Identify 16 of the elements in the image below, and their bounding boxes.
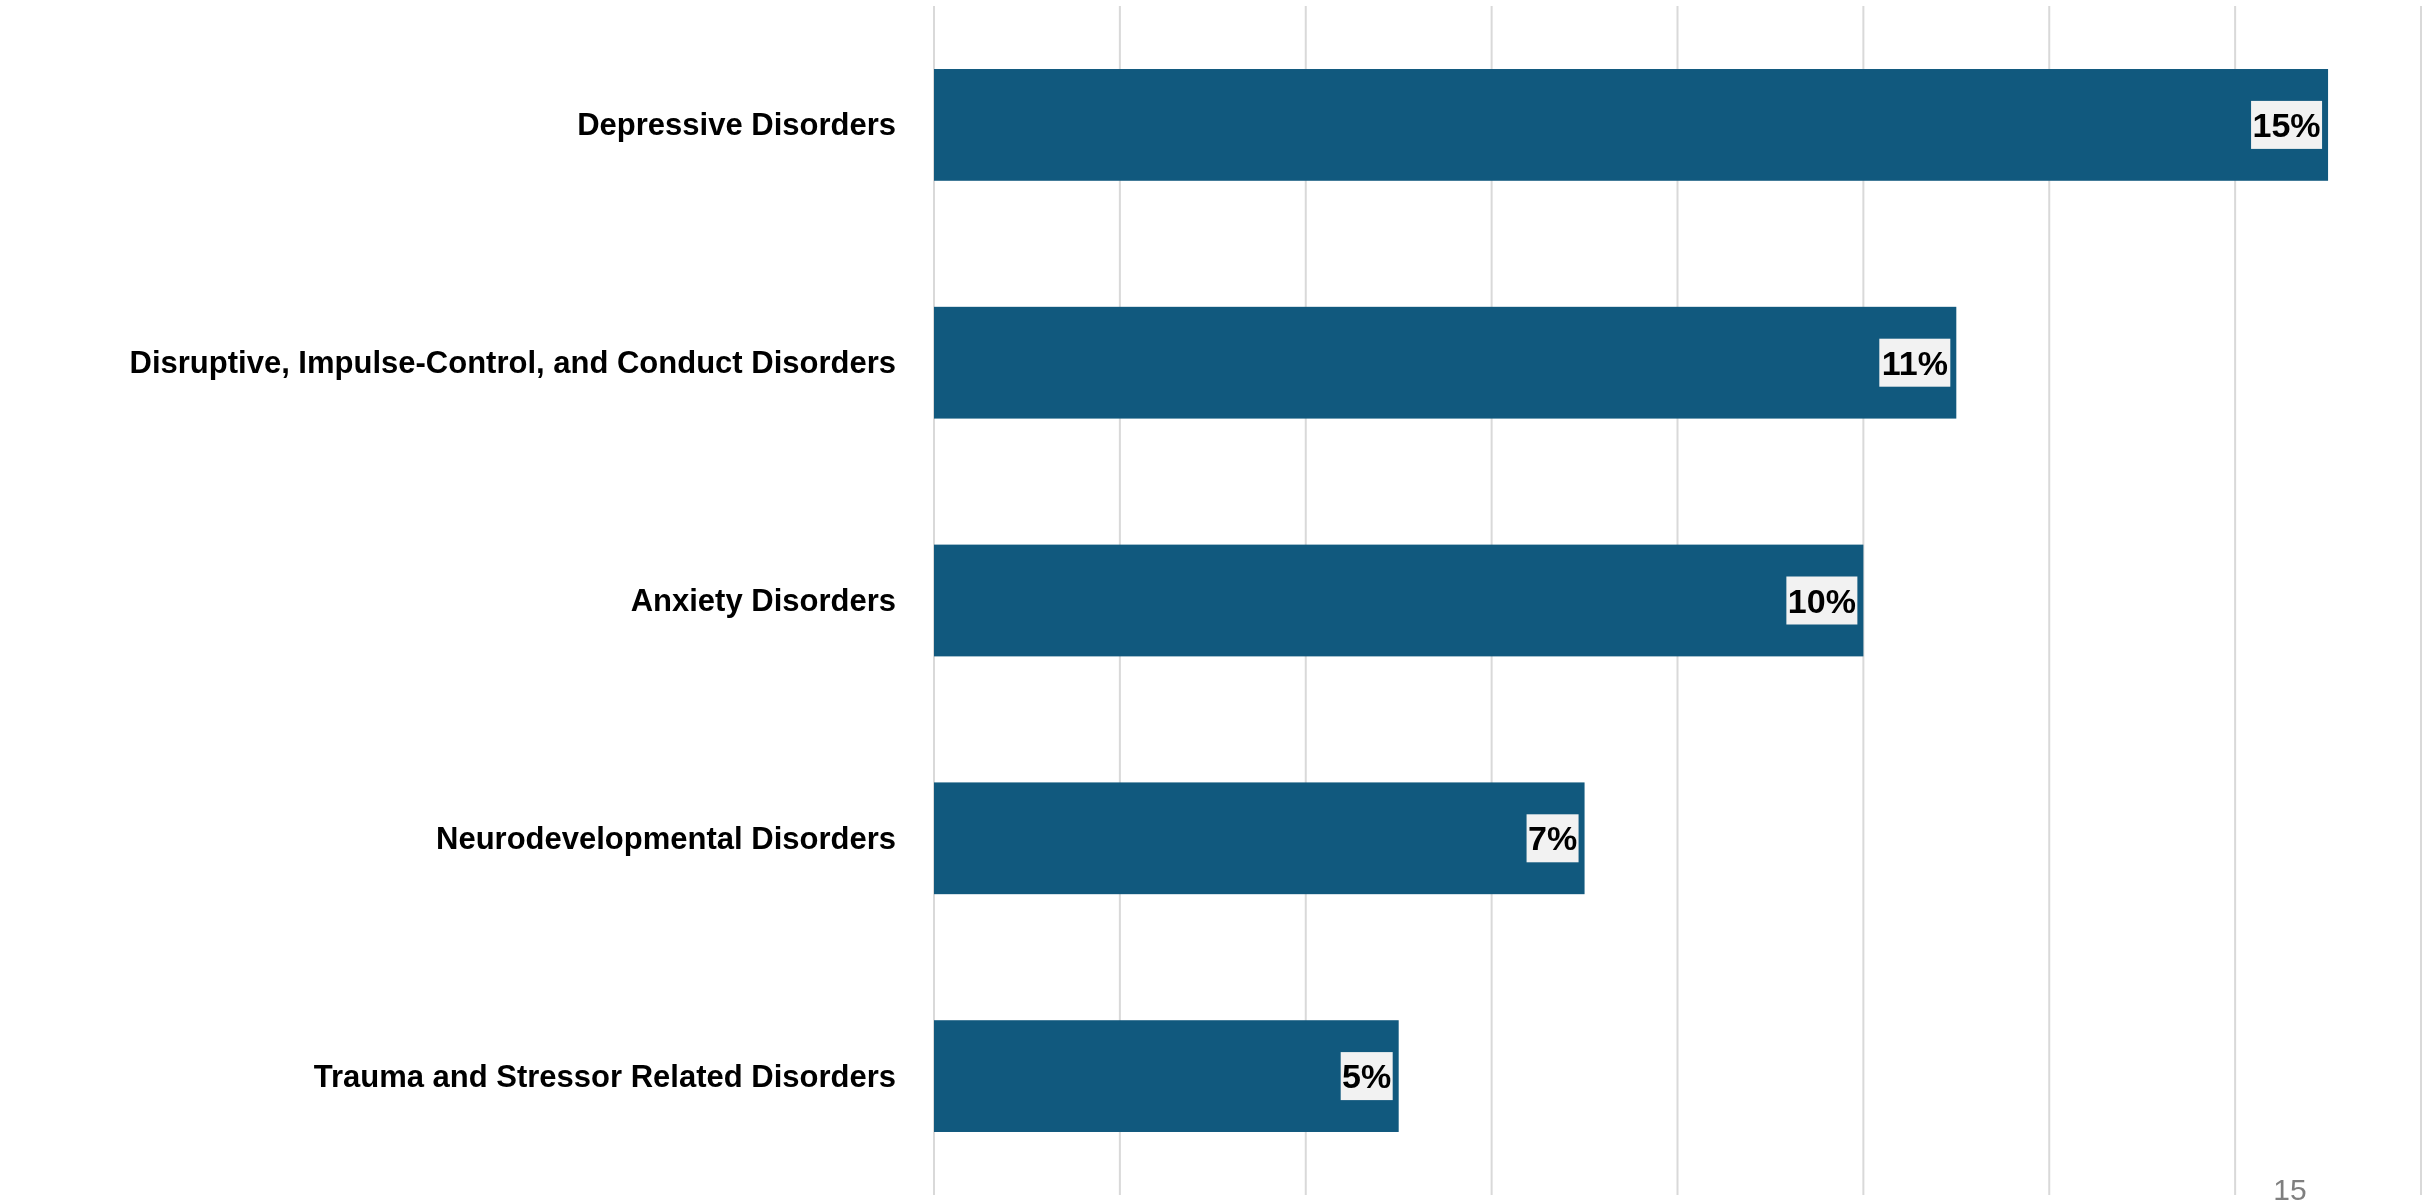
data-label: 11%: [1881, 343, 1948, 382]
bar: [934, 544, 1864, 657]
bar: [934, 1020, 1399, 1132]
y-tick-label: Anxiety Disorders: [630, 583, 896, 618]
y-tick-label: Trauma and Stressor Related Disorders: [313, 1058, 896, 1094]
data-label: 10%: [1787, 581, 1856, 620]
data-label: 15%: [2252, 105, 2321, 144]
bar: [934, 782, 1585, 895]
y-tick-label: Neurodevelopmental Disorders: [436, 820, 896, 856]
bar: [934, 69, 2329, 181]
bar: [934, 306, 1957, 419]
y-tick-label: Disruptive, Impulse-Control, and Conduct Disorders: [129, 345, 896, 381]
y-tick-label: Depressive Disorders: [577, 107, 896, 143]
annotation: 15: [2273, 1173, 2307, 1201]
data-label: 5%: [1342, 1057, 1392, 1096]
data-label: 7%: [1527, 819, 1578, 858]
